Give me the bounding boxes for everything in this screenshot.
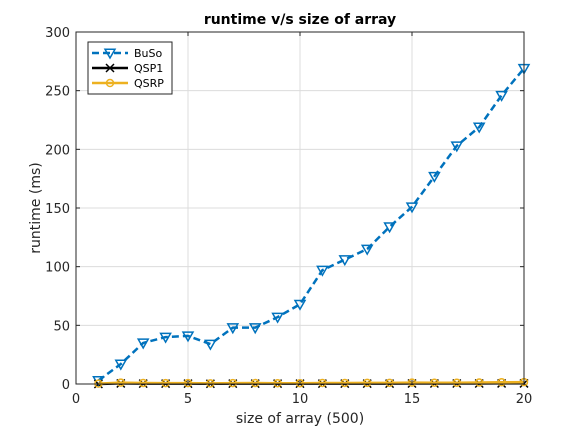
data-point [340, 378, 350, 388]
y-tick-label: 50 [53, 319, 70, 334]
data-point [161, 378, 170, 388]
data-point [159, 332, 172, 344]
data-point [430, 378, 439, 387]
data-point [405, 202, 419, 214]
data-point [316, 265, 329, 277]
data-point [138, 378, 148, 388]
data-point [338, 255, 352, 267]
data-point [228, 378, 238, 388]
x-axis-label: size of array (500) [236, 411, 364, 427]
data-point [273, 379, 282, 388]
data-point [271, 312, 284, 324]
x-tick-label: 0 [72, 392, 80, 407]
data-point [385, 378, 394, 388]
legend-item-qsp1: QSP1 [92, 62, 163, 75]
data-point [116, 378, 126, 387]
y-tick-label: 250 [45, 85, 70, 100]
x-tick-label: 10 [292, 392, 309, 407]
data-point [105, 63, 115, 73]
data-point [204, 339, 217, 351]
series-qsrp [94, 377, 529, 388]
y-axis-label: runtime (ms) [28, 162, 44, 253]
data-point [497, 377, 506, 387]
legend-label: BuSo [134, 47, 163, 60]
data-point [362, 378, 372, 388]
data-point [428, 171, 441, 183]
legend-item-qsrp: QSRP [92, 77, 164, 90]
chart-title: runtime v/s size of array [204, 12, 396, 28]
data-point [206, 379, 215, 388]
x-tick-label: 20 [516, 392, 533, 407]
data-point [226, 323, 240, 335]
data-point [450, 141, 464, 153]
data-point [360, 244, 374, 256]
data-point [114, 359, 128, 371]
data-point [105, 78, 115, 88]
data-point [472, 122, 486, 134]
data-point [495, 90, 508, 102]
y-tick-label: 0 [62, 378, 70, 393]
data-point [293, 299, 307, 311]
y-tick-label: 300 [45, 26, 70, 41]
legend-label: QSRP [134, 77, 164, 90]
y-tick-label: 150 [45, 202, 70, 217]
data-point [136, 338, 150, 350]
data-point [250, 378, 260, 388]
data-point [248, 323, 262, 335]
data-point [474, 378, 484, 387]
data-point [407, 378, 417, 387]
y-tick-label: 100 [45, 261, 70, 276]
legend-item-buso: BuSo [92, 47, 163, 60]
series-buso [92, 63, 531, 387]
data-point [183, 378, 193, 388]
data-point [452, 378, 462, 387]
data-point [318, 378, 327, 388]
legend-label: QSP1 [134, 62, 163, 75]
legend: BuSo QSP1 QSRP [87, 41, 173, 95]
data-point [103, 48, 117, 60]
x-tick-label: 15 [404, 392, 421, 407]
data-point [295, 379, 305, 388]
data-point [383, 222, 396, 234]
data-point [181, 331, 195, 343]
x-tick-label: 5 [184, 392, 192, 407]
y-tick-label: 200 [45, 143, 70, 158]
